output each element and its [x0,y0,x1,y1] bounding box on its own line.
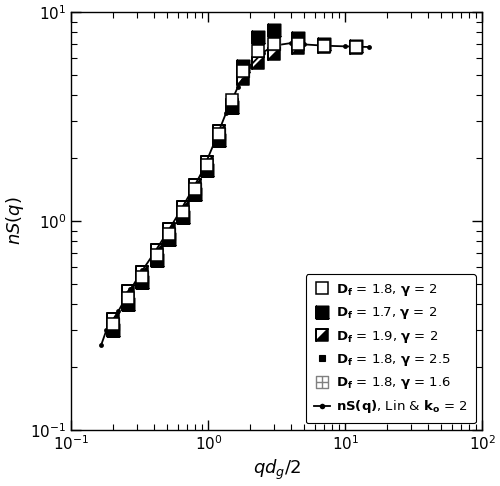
X-axis label: $qd_g/2$: $qd_g/2$ [252,458,301,482]
Legend: $\mathbf{D_f}$ = 1.8, $\mathbf{\gamma}$ = 2, $\mathbf{D_f}$ = 1.7, $\mathbf{\gam: $\mathbf{D_f}$ = 1.8, $\mathbf{\gamma}$ … [306,274,476,423]
Y-axis label: $nS(q)$: $nS(q)$ [4,197,26,245]
